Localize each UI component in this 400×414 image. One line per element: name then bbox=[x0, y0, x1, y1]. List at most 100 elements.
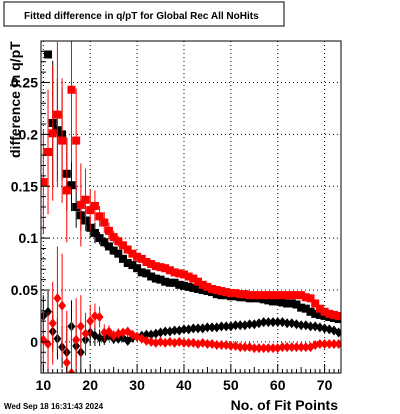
data-point-diamond bbox=[236, 320, 245, 331]
data-point-square bbox=[72, 203, 81, 211]
data-point-square bbox=[44, 148, 53, 157]
chart-title: Fitted difference in q/pT for Global Rec… bbox=[24, 11, 259, 22]
x-tick-label: 60 bbox=[270, 377, 286, 393]
data-point-square bbox=[222, 288, 231, 297]
x-tick-label: 70 bbox=[317, 377, 333, 393]
data-point-square bbox=[189, 274, 198, 283]
data-point-diamond bbox=[283, 342, 292, 353]
data-point-diamond bbox=[264, 317, 273, 328]
data-point-square bbox=[90, 201, 99, 210]
data-point-square bbox=[278, 291, 287, 300]
data-point-square bbox=[315, 310, 324, 319]
data-point-square bbox=[325, 309, 334, 318]
y-tick-label: 0 bbox=[30, 334, 38, 350]
data-point-square bbox=[184, 272, 193, 281]
data-point-square bbox=[53, 110, 62, 119]
data-point-diamond bbox=[269, 317, 278, 328]
data-point-diamond bbox=[53, 293, 62, 304]
data-point-diamond bbox=[104, 326, 113, 337]
data-point-diamond bbox=[203, 338, 212, 349]
data-point-square bbox=[81, 195, 90, 204]
data-point-diamond bbox=[329, 338, 338, 349]
data-point-square bbox=[329, 310, 338, 319]
y-tick-label: 0.05 bbox=[11, 282, 38, 298]
data-point-square bbox=[320, 311, 329, 320]
data-point-diamond bbox=[259, 317, 268, 328]
data-point-diamond bbox=[250, 343, 259, 354]
data-point-diamond bbox=[170, 325, 179, 336]
data-point-diamond bbox=[179, 324, 188, 335]
x-tick-label: 30 bbox=[129, 377, 145, 393]
data-point-square bbox=[142, 257, 151, 266]
y-tick-label: 0.25 bbox=[11, 75, 38, 91]
data-point-square bbox=[179, 281, 188, 290]
data-point-square bbox=[76, 200, 85, 209]
data-point-square bbox=[254, 291, 263, 300]
data-point-diamond bbox=[44, 306, 53, 317]
data-point-diamond bbox=[334, 327, 341, 338]
data-point-square bbox=[297, 291, 306, 300]
data-point-square bbox=[95, 234, 104, 243]
data-point-square bbox=[137, 268, 146, 277]
data-point-square bbox=[240, 290, 249, 299]
data-point-diamond bbox=[254, 343, 263, 354]
data-point-square bbox=[306, 307, 315, 316]
x-tick-label: 40 bbox=[176, 377, 192, 393]
data-point-diamond bbox=[306, 321, 315, 332]
data-point-diamond bbox=[179, 337, 188, 348]
data-point-diamond bbox=[142, 329, 151, 340]
data-point-square bbox=[104, 226, 113, 235]
data-point-square bbox=[217, 287, 226, 296]
data-point-square bbox=[156, 275, 165, 284]
data-point-square bbox=[311, 299, 320, 308]
data-point-diamond bbox=[184, 337, 193, 348]
data-point-diamond bbox=[283, 318, 292, 329]
data-point-square bbox=[165, 266, 174, 275]
data-point-square bbox=[198, 280, 207, 289]
data-point-square bbox=[147, 260, 156, 269]
data-point-square bbox=[142, 269, 151, 278]
y-tick-label: 0.15 bbox=[11, 178, 38, 194]
data-point-square bbox=[208, 284, 217, 293]
series-diamond-red bbox=[41, 246, 341, 373]
data-point-diamond bbox=[194, 323, 203, 334]
y-tick-labels: 0 0.05 0.1 0.15 0.2 0.25 bbox=[11, 75, 38, 350]
x-axis-label: No. of Fit Points bbox=[231, 397, 339, 413]
data-series-layer bbox=[41, 41, 341, 373]
data-point-square bbox=[123, 259, 132, 268]
data-point-diamond bbox=[245, 319, 254, 330]
data-point-square bbox=[236, 290, 245, 299]
data-point-square bbox=[283, 291, 292, 300]
data-point-square bbox=[44, 50, 53, 59]
data-point-diamond bbox=[278, 342, 287, 353]
data-point-diamond bbox=[217, 339, 226, 350]
data-point-diamond bbox=[320, 338, 329, 349]
data-point-square bbox=[292, 300, 301, 309]
data-point-square bbox=[119, 254, 128, 263]
data-point-square bbox=[41, 178, 48, 187]
data-point-diamond bbox=[297, 320, 306, 331]
data-point-square bbox=[128, 261, 137, 270]
data-point-square bbox=[203, 287, 212, 296]
data-point-square bbox=[269, 291, 278, 300]
data-point-square bbox=[48, 129, 57, 138]
data-point-square bbox=[104, 242, 113, 251]
data-point-square bbox=[147, 272, 156, 281]
data-point-diamond bbox=[269, 343, 278, 354]
data-point-diamond bbox=[161, 326, 170, 337]
x-tick-label: 20 bbox=[82, 377, 98, 393]
data-point-square bbox=[133, 264, 142, 273]
data-point-square bbox=[161, 264, 170, 273]
data-point-square bbox=[189, 283, 198, 292]
data-point-diamond bbox=[76, 321, 85, 332]
data-point-diamond bbox=[236, 342, 245, 353]
data-point-square bbox=[95, 212, 104, 221]
data-point-diamond bbox=[58, 300, 67, 311]
data-point-square bbox=[301, 304, 310, 313]
data-point-square bbox=[245, 291, 254, 300]
data-point-diamond bbox=[86, 316, 95, 327]
data-point-square bbox=[67, 85, 76, 94]
data-point-diamond bbox=[48, 318, 57, 329]
data-point-diamond bbox=[287, 342, 296, 353]
data-point-square bbox=[273, 291, 282, 300]
